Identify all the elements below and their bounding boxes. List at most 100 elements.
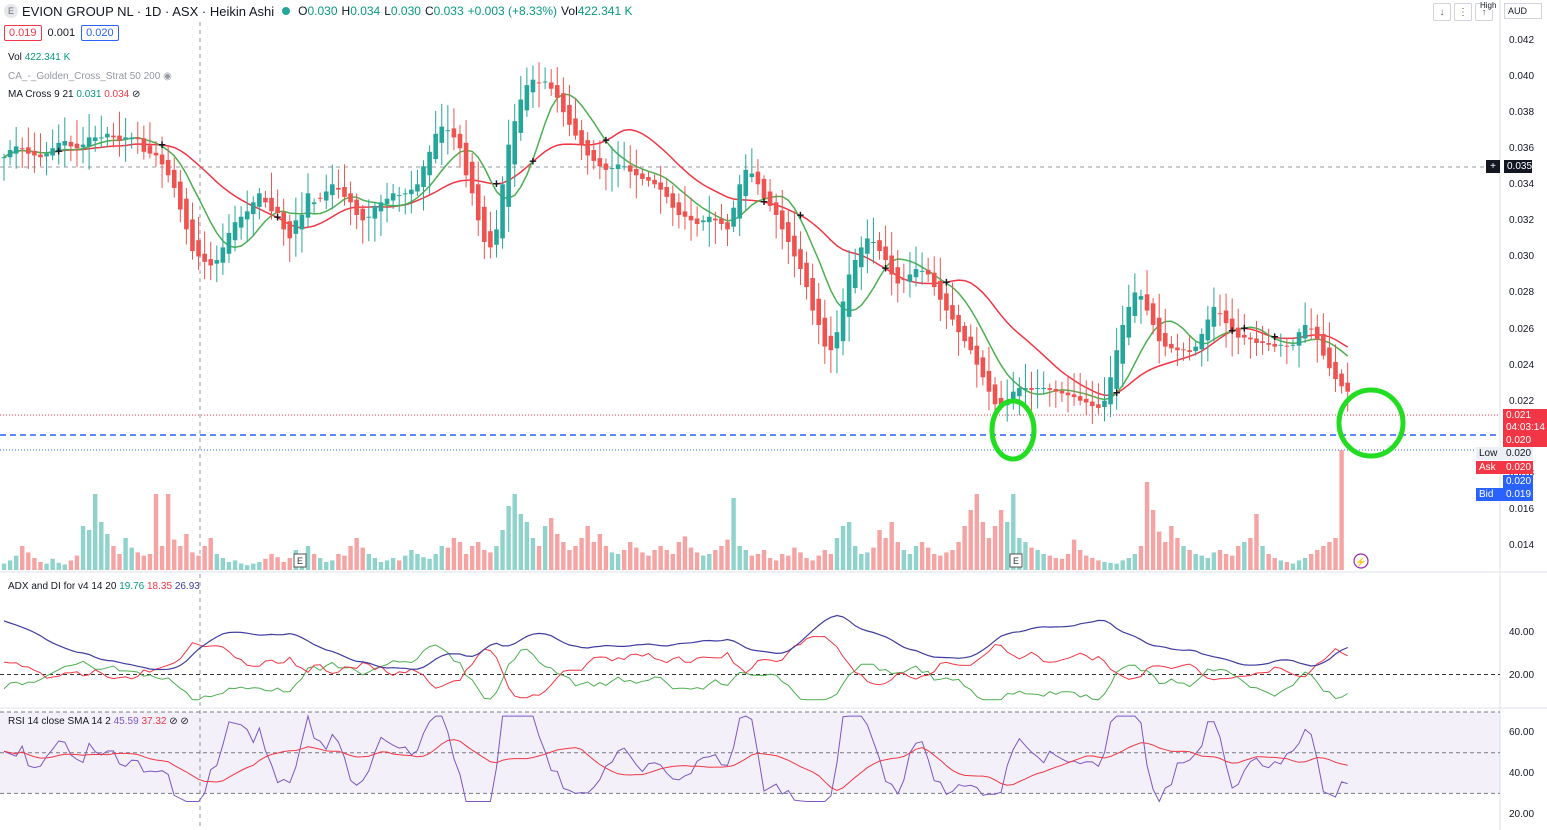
volume-bar [56,562,61,570]
candle-body [737,184,742,219]
hidden-icon[interactable]: ⊘ [180,716,189,727]
candle-body [232,222,238,241]
candle-body [415,184,420,192]
volume-bar [670,554,675,570]
volume-bar [275,557,280,570]
candle-body [579,130,584,145]
hidden-icon[interactable]: ⊘ [169,716,178,727]
volume-bar [1321,546,1326,570]
volume-bar [26,552,31,570]
candle-body [98,137,104,139]
candle-body [287,221,293,239]
volume-bar [1150,510,1156,570]
candle-body [1102,400,1107,407]
buy-price-button[interactable]: 0.020 [81,25,119,41]
volume-bar [1102,562,1107,570]
candle-body [1077,396,1083,401]
rsi-legend[interactable]: RSI 14 close SMA 14 2 45.59 37.32 ⊘ ⊘ [8,716,189,727]
symbol-title[interactable]: EVION GROUP NL · 1D · ASX · Heikin Ashi [22,3,275,19]
candle-body [111,135,116,138]
candle-body [567,104,572,125]
axis-tick-label: 40.00 [1509,627,1535,639]
adx-label: ADX and DI for v4 14 20 [8,581,117,592]
volume-bar [445,547,451,570]
volume-bar [500,530,505,570]
volume-legend[interactable]: Vol 422.341 K [8,52,70,63]
candle-body [1217,313,1223,315]
candle-body [846,274,852,317]
candle-body [512,121,518,165]
menu-icon[interactable]: ⋮ [1454,3,1472,21]
volume-bar [93,494,98,570]
volume-bar [433,554,438,570]
currency-select[interactable]: AUD [1504,3,1542,19]
candle-body [1266,342,1271,345]
candle-body [488,231,493,248]
volume-bar [840,526,846,570]
volume-bar [913,546,919,570]
volume-bar [932,554,937,570]
volume-bar [366,554,371,570]
volume-bar [1,563,7,570]
volume-bar [311,554,317,570]
volume-bar [871,547,876,570]
ohlc-high: H0.034 [342,4,381,18]
volume-bar [628,542,633,570]
candle-body [311,202,317,205]
di-plus-value: 19.76 [119,581,145,592]
volume-bar [640,552,645,570]
candle-body [135,137,141,140]
volume-bar [688,547,694,570]
candle-body [682,211,688,217]
volume-bar [1090,558,1095,570]
add-alert-icon[interactable]: + [1486,160,1500,173]
volume-bar [1011,494,1016,570]
axis-tick-label: 60.00 [1509,727,1535,739]
ma-fast-value: 0.031 [76,89,102,100]
mid-value: 0.020 [1503,475,1533,488]
rsi-label: RSI 14 close SMA 14 2 [8,716,111,727]
volume-bar [938,555,943,570]
volume-bar [731,498,736,570]
volume-bar [1199,555,1204,570]
candle-body [603,163,609,170]
sell-price-button[interactable]: 0.019 [4,25,42,41]
volume-bar [901,550,907,570]
volume-bar [749,555,755,570]
volume-bar [652,550,657,570]
candle-body [1071,394,1077,398]
candle-body [706,216,712,223]
volume-bar [111,546,116,570]
candle-body [305,193,311,218]
candle-body [336,187,341,190]
candle-body [293,220,299,234]
candle-body [141,138,147,152]
volume-bar [68,560,74,570]
candle-body [250,202,256,215]
arrow-down-icon[interactable]: ↓ [1433,3,1451,21]
candle-body [396,195,402,197]
candle-body [1284,345,1290,347]
candle-body [609,168,615,170]
candle-body [895,267,901,284]
candle-body [208,259,214,266]
axis-tick-label: 0.032 [1509,215,1535,227]
ohlc-volume-key: Vol [561,4,578,18]
candle-body [1248,337,1253,340]
volume-bar [1132,554,1138,570]
low-tag: Low [1476,447,1503,460]
adx-legend[interactable]: ADX and DI for v4 14 20 19.76 18.35 26.9… [8,581,200,592]
candle-body [719,218,724,224]
di-plus-line [3,644,1348,701]
eye-off-icon[interactable]: ◉ [163,71,172,82]
hidden-icon[interactable]: ⊘ [132,89,141,100]
volume-bar [506,506,511,570]
candle-body [998,397,1004,407]
candle-body [518,99,524,133]
volume-bar [135,552,140,570]
strategy-legend[interactable]: CA_-_Golden_Cross_Strat 50 200 ◉ [8,71,172,82]
candle-body [1175,347,1180,351]
ma-cross-legend[interactable]: MA Cross 9 21 0.031 0.034 ⊘ [8,89,140,100]
candle-body [597,158,603,167]
